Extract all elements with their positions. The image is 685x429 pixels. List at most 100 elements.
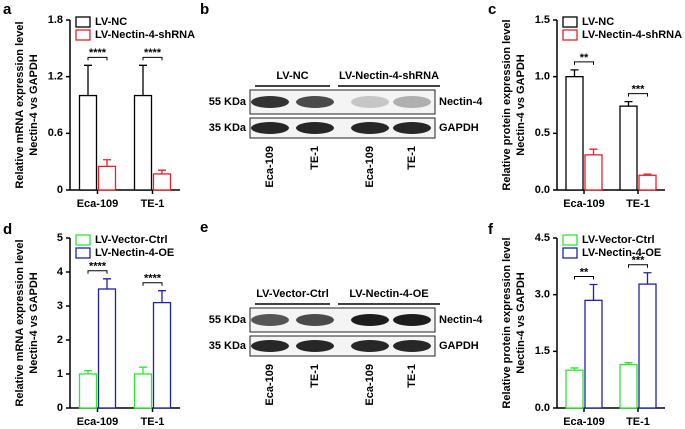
blot-frame	[249, 117, 436, 139]
error-bar	[139, 64, 147, 96]
error-bar	[139, 366, 147, 374]
blot-band	[251, 96, 289, 108]
group-label: LV-Nectin-4-shRNA	[339, 70, 439, 82]
marker-label: 55 KDa	[209, 96, 247, 108]
error-bar	[589, 283, 598, 301]
blot-band	[351, 340, 389, 352]
error-bar	[643, 173, 652, 176]
significance-label: ***	[632, 84, 646, 96]
y-tick-label: 1.5	[535, 345, 550, 357]
lane-label: Eca-109	[364, 146, 376, 188]
legend-swatch	[75, 247, 91, 259]
error-bar	[589, 148, 598, 155]
y-tick-label: 1.5	[535, 14, 550, 26]
lane-label: Eca-109	[264, 146, 276, 188]
legend-swatch	[562, 234, 578, 246]
panel-letter: e	[200, 219, 208, 236]
panel-letter: d	[3, 221, 12, 238]
significance-label: ***	[632, 255, 646, 267]
significance-label: ****	[89, 261, 107, 273]
y-tick-label: 4.5	[535, 232, 550, 244]
y-axis-label: Nectin-4 vs GAPDH	[28, 54, 40, 156]
group-label: LV-Vector-Ctrl	[256, 288, 329, 300]
x-tick-label: Eca-109	[563, 198, 605, 210]
y-axis-label: Nectin-4 vs GAPDH	[515, 272, 527, 374]
marker-label: 55 KDa	[209, 314, 247, 326]
y-tick-label: 1.0	[535, 71, 550, 83]
bar	[619, 105, 638, 191]
x-tick-label: Eca-109	[563, 416, 605, 428]
bar	[152, 301, 172, 409]
significance-label: **	[580, 52, 589, 64]
bar	[78, 94, 98, 191]
bar	[638, 174, 657, 191]
y-axis-label: Relative protein expression level	[501, 19, 513, 190]
legend-label: LV-Nectin-4-OE	[95, 247, 174, 259]
legend-swatch	[562, 16, 578, 28]
blot-band	[296, 122, 334, 134]
y-tick-label: 2	[57, 334, 63, 346]
blot-band	[393, 314, 431, 326]
significance-bracket	[574, 61, 594, 65]
bar	[78, 373, 98, 409]
blot-band	[393, 122, 431, 134]
error-bar	[570, 367, 579, 371]
y-tick-label: 0.0	[535, 402, 550, 414]
error-bar	[643, 272, 652, 285]
significance-bracket	[628, 93, 648, 97]
blot-band	[251, 122, 289, 134]
bar	[584, 154, 603, 191]
significance-bracket	[142, 282, 163, 286]
significance-label: ****	[144, 47, 162, 59]
y-tick-label: 1.8	[48, 14, 63, 26]
bar	[565, 76, 584, 191]
bar	[638, 283, 657, 409]
legend-swatch	[562, 247, 578, 259]
legend-label: LV-Nectin-4-shRNA	[582, 29, 682, 41]
legend-swatch	[75, 29, 91, 41]
error-bar	[103, 278, 111, 289]
y-tick-label: 4	[57, 266, 64, 278]
bar	[565, 369, 584, 409]
legend-label: LV-Vector-Ctrl	[95, 234, 168, 246]
error-bar	[570, 69, 579, 77]
group-label: LV-Nectin-4-OE	[349, 288, 428, 300]
significance-bracket	[87, 270, 108, 274]
error-bar	[84, 64, 92, 96]
legend-swatch	[75, 234, 91, 246]
bar	[97, 165, 117, 191]
blot-band	[393, 340, 431, 352]
y-tick-label: 0.5	[535, 127, 550, 139]
lane-label: TE-1	[406, 364, 418, 388]
legend-label: LV-Nectin-4-OE	[582, 247, 661, 259]
panel-letter: c	[488, 1, 496, 18]
x-tick-label: TE-1	[141, 416, 165, 428]
panel-letter: b	[200, 1, 209, 18]
legend-swatch	[75, 16, 91, 28]
lane-label: TE-1	[309, 146, 321, 170]
y-axis-label: Nectin-4 vs GAPDH	[515, 54, 527, 156]
legend-swatch	[562, 29, 578, 41]
bar	[97, 288, 117, 409]
error-bar	[103, 159, 111, 167]
lane-label: Eca-109	[364, 364, 376, 406]
blot-band	[251, 314, 289, 326]
band-label: Nectin-4	[439, 314, 483, 326]
error-bar	[158, 290, 166, 303]
blot-band	[351, 314, 389, 326]
y-axis-label: Relative protein expression level	[501, 237, 513, 408]
error-bar	[84, 369, 92, 374]
band-label: GAPDH	[439, 340, 479, 352]
significance-bracket	[142, 56, 163, 61]
error-bar	[158, 169, 166, 174]
legend-label: LV-NC	[582, 16, 614, 28]
y-tick-label: 0.0	[535, 184, 550, 196]
significance-bracket	[87, 56, 108, 61]
y-tick-label: 0	[57, 184, 63, 196]
significance-bracket	[628, 264, 648, 268]
x-tick-label: TE-1	[626, 416, 650, 428]
legend-label: LV-NC	[95, 16, 127, 28]
legend-label: LV-Vector-Ctrl	[582, 234, 655, 246]
significance-label: ****	[144, 273, 162, 285]
